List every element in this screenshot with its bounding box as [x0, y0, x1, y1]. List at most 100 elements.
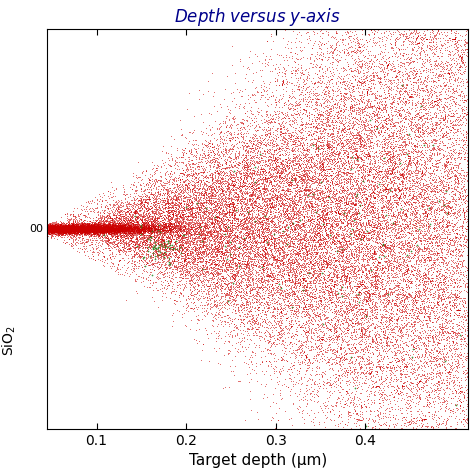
- Point: [157, 173, 164, 181]
- Point: [352, 228, 359, 235]
- Point: [416, 277, 423, 285]
- Point: [334, 264, 341, 272]
- Point: [384, 233, 392, 240]
- Point: [297, 323, 304, 330]
- Point: [249, 325, 257, 332]
- Point: [276, 144, 284, 152]
- Point: [440, 201, 447, 209]
- Point: [304, 358, 312, 366]
- Point: [389, 267, 397, 274]
- Point: [282, 214, 289, 221]
- Point: [369, 425, 376, 433]
- Point: [395, 218, 403, 225]
- Point: [127, 221, 134, 229]
- Point: [341, 244, 349, 252]
- Point: [118, 224, 126, 232]
- Point: [462, 121, 469, 129]
- Point: [148, 226, 156, 233]
- Point: [401, 146, 409, 153]
- Point: [360, 355, 367, 363]
- Point: [259, 154, 266, 162]
- Point: [294, 242, 301, 250]
- Point: [436, 196, 444, 203]
- Point: [142, 225, 149, 232]
- Point: [207, 303, 215, 311]
- Point: [203, 293, 211, 301]
- Point: [375, 78, 383, 85]
- Point: [320, 90, 328, 98]
- Point: [408, 26, 416, 33]
- Point: [389, 318, 396, 325]
- Point: [365, 274, 373, 282]
- Point: [177, 249, 185, 257]
- Point: [117, 219, 125, 227]
- Point: [456, 173, 464, 180]
- Point: [333, 242, 340, 249]
- Point: [96, 222, 104, 230]
- Point: [210, 294, 218, 301]
- Point: [460, 393, 468, 401]
- Point: [238, 235, 246, 243]
- Point: [303, 354, 310, 361]
- Point: [114, 201, 122, 209]
- Point: [261, 216, 268, 224]
- Point: [323, 264, 330, 271]
- Point: [98, 224, 106, 231]
- Point: [204, 152, 212, 159]
- Point: [308, 197, 315, 204]
- Point: [248, 347, 255, 355]
- Point: [100, 226, 108, 233]
- Point: [382, 25, 389, 32]
- Point: [299, 91, 307, 99]
- Point: [151, 221, 158, 228]
- Point: [338, 199, 346, 207]
- Point: [78, 223, 86, 230]
- Point: [440, 159, 448, 166]
- Point: [304, 163, 311, 170]
- Point: [216, 139, 223, 146]
- Point: [443, 284, 450, 292]
- Point: [243, 213, 251, 221]
- Point: [84, 228, 92, 235]
- Point: [400, 339, 407, 346]
- Point: [442, 25, 449, 32]
- Point: [428, 200, 436, 208]
- Point: [137, 227, 145, 234]
- Point: [432, 223, 439, 231]
- Point: [106, 227, 114, 234]
- Point: [382, 425, 390, 433]
- Point: [278, 265, 286, 273]
- Point: [273, 142, 280, 149]
- Point: [254, 206, 261, 214]
- Point: [395, 286, 402, 293]
- Point: [237, 244, 245, 251]
- Point: [266, 196, 273, 204]
- Point: [294, 237, 301, 245]
- Point: [162, 258, 170, 266]
- Point: [169, 222, 176, 229]
- Point: [117, 224, 124, 231]
- Point: [58, 228, 65, 235]
- Point: [376, 239, 384, 247]
- Point: [287, 237, 295, 245]
- Point: [427, 286, 434, 293]
- Point: [109, 219, 117, 227]
- Point: [347, 197, 355, 204]
- Point: [295, 188, 303, 196]
- Point: [187, 292, 195, 299]
- Point: [412, 25, 420, 32]
- Point: [217, 226, 224, 234]
- Point: [343, 283, 351, 291]
- Point: [405, 356, 412, 363]
- Point: [429, 176, 437, 183]
- Point: [326, 214, 333, 221]
- Point: [61, 228, 69, 235]
- Point: [203, 255, 210, 263]
- Point: [221, 260, 229, 267]
- Point: [353, 65, 361, 73]
- Point: [387, 170, 395, 177]
- Point: [444, 210, 452, 218]
- Point: [445, 425, 453, 433]
- Point: [103, 232, 110, 239]
- Point: [346, 128, 354, 136]
